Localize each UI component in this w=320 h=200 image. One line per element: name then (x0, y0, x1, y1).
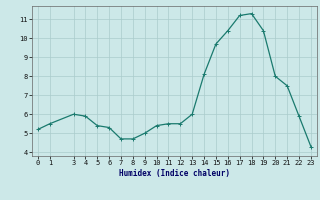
X-axis label: Humidex (Indice chaleur): Humidex (Indice chaleur) (119, 169, 230, 178)
